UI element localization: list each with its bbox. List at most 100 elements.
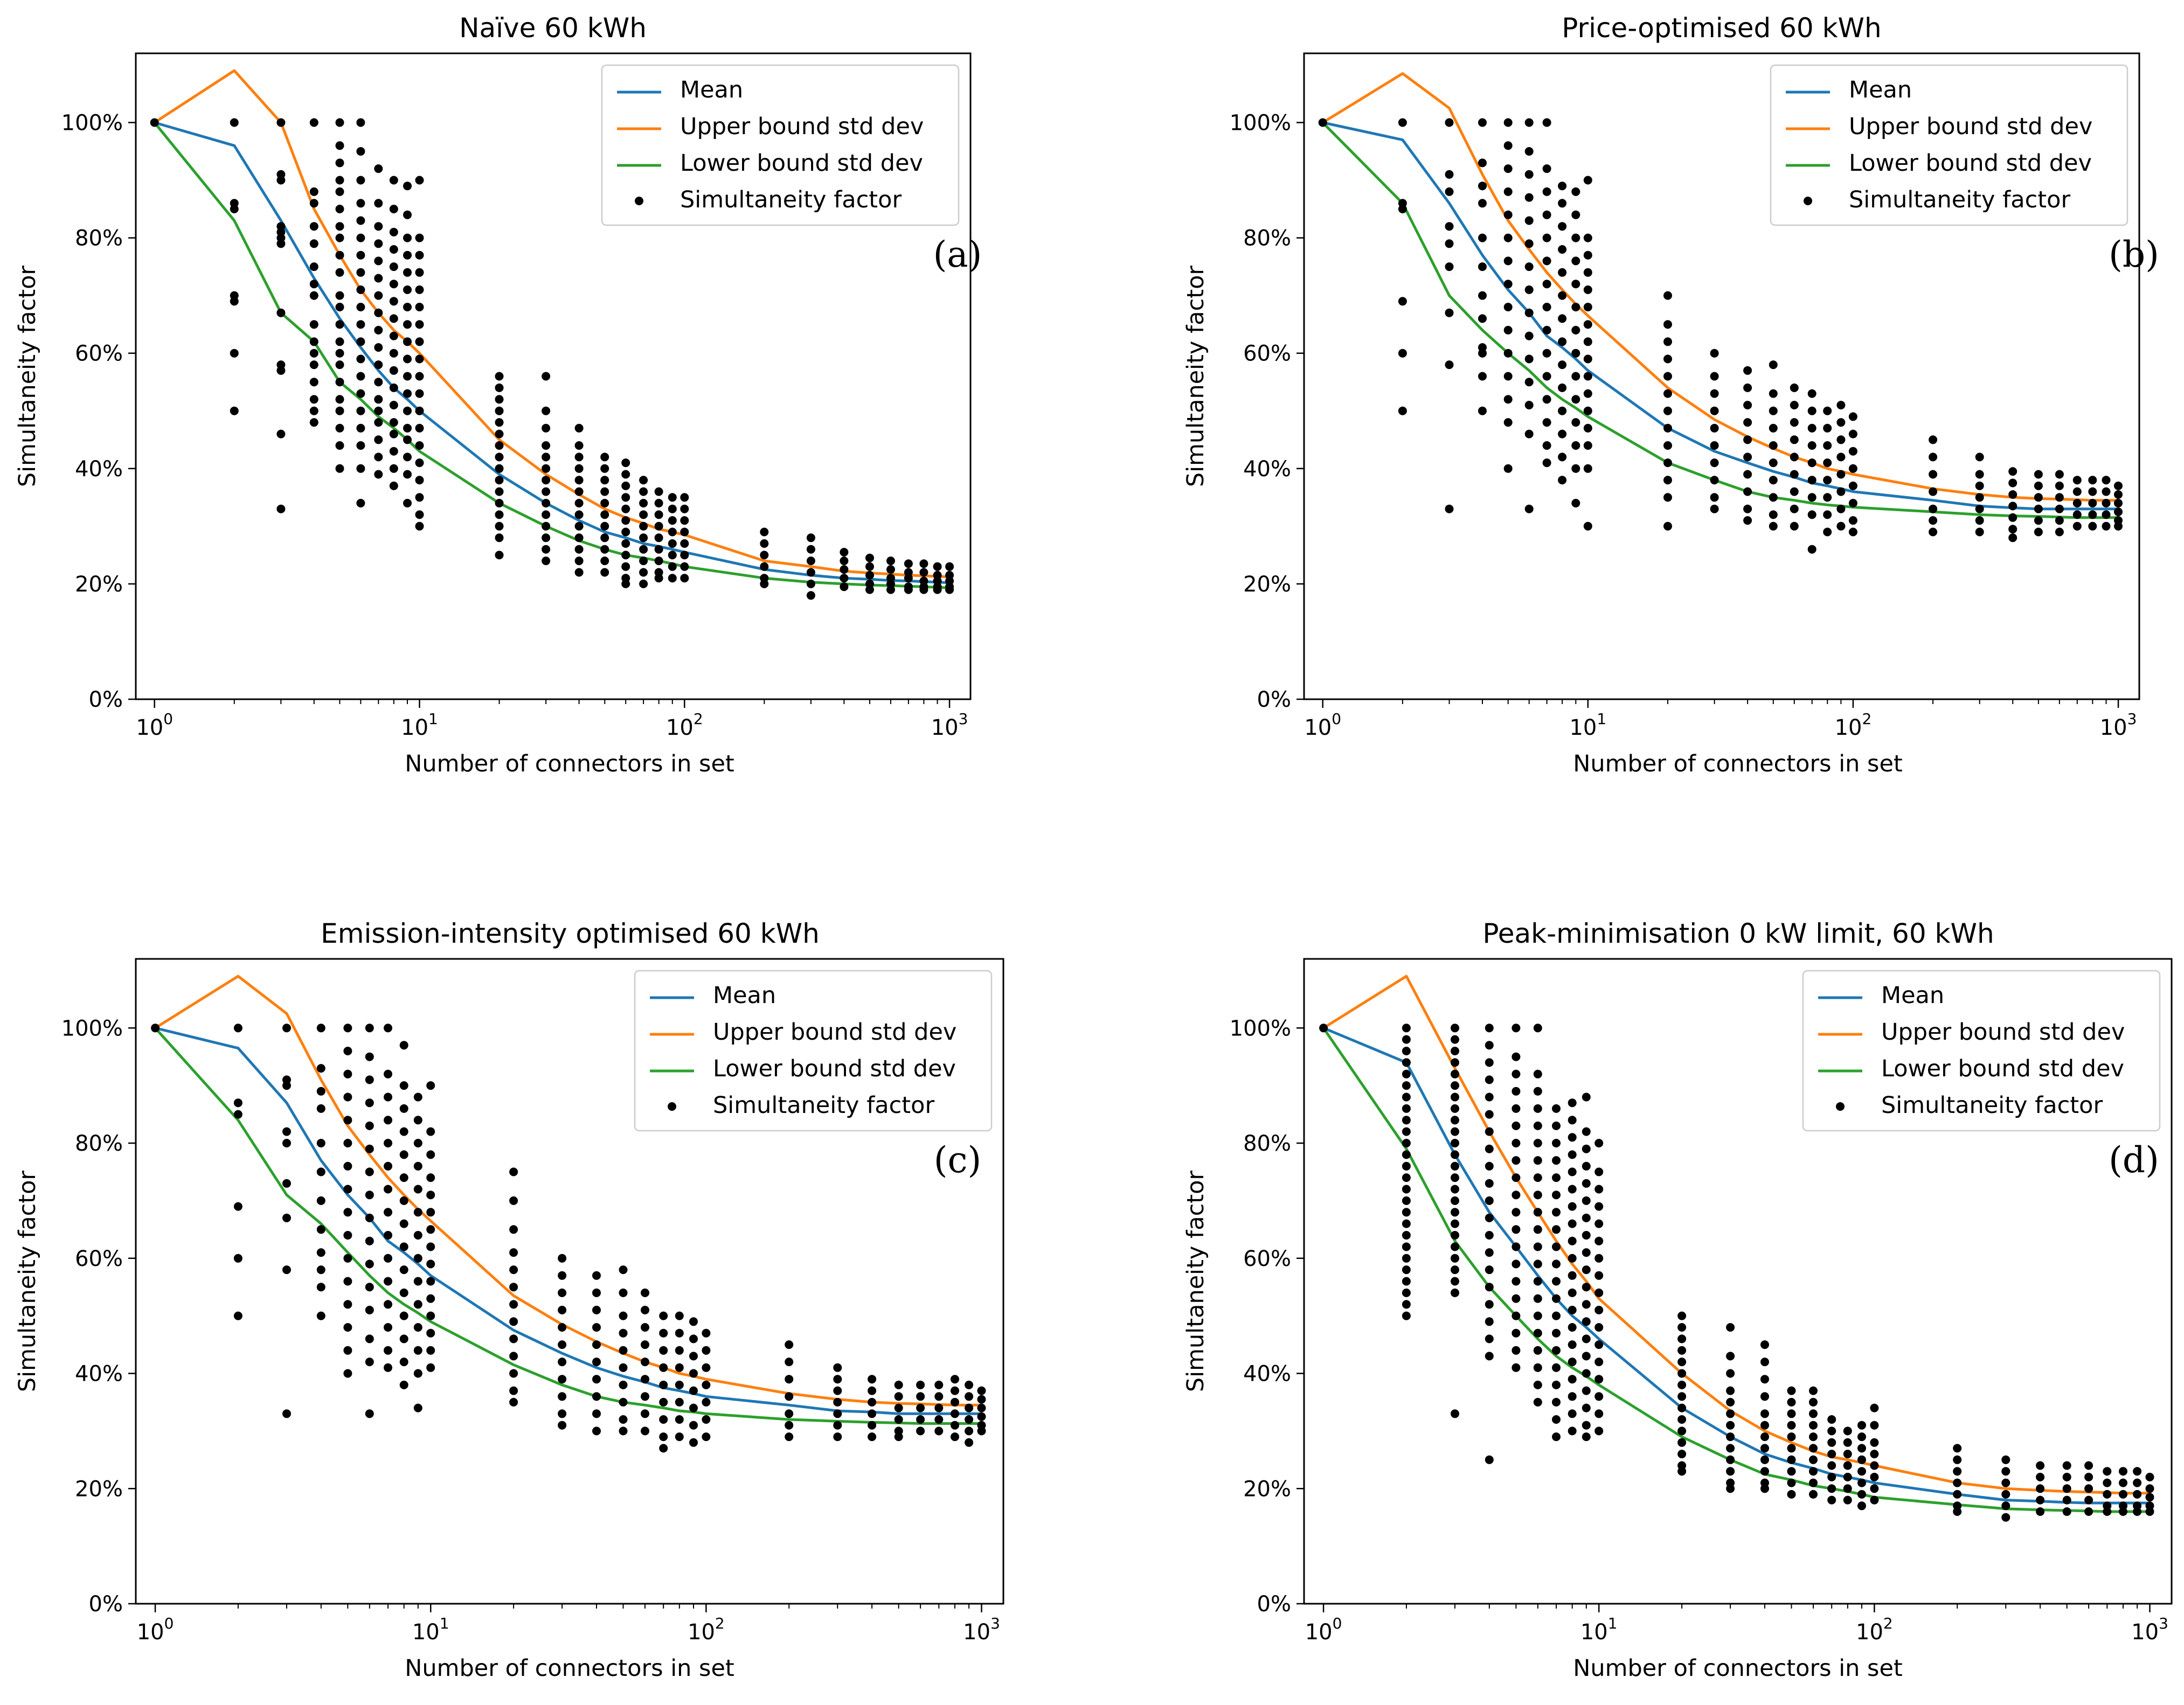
- scatter-point: [374, 453, 383, 462]
- scatter-point: [1445, 118, 1454, 127]
- scatter-point: [1760, 1467, 1769, 1476]
- scatter-point: [389, 314, 398, 323]
- scatter-point: [1594, 1340, 1604, 1349]
- scatter-point: [1533, 1139, 1542, 1147]
- scatter-point: [934, 1426, 944, 1436]
- scatter-point: [343, 1139, 352, 1147]
- scatter-point: [680, 562, 689, 571]
- scatter-point: [654, 556, 663, 566]
- scatter-point: [894, 1415, 903, 1424]
- scatter-point: [2133, 1507, 2142, 1516]
- chart-panel-3: Peak-minimisation 0 kW limit, 60 kWh0%20…: [1182, 918, 2173, 1682]
- scatter-point: [1809, 1421, 1818, 1430]
- scatter-point: [1402, 1288, 1411, 1297]
- scatter-point: [621, 470, 630, 479]
- scatter-point: [389, 464, 398, 473]
- scatter-point: [2119, 1478, 2127, 1487]
- scatter-point: [1929, 435, 1938, 444]
- scatter-point: [1760, 1375, 1769, 1384]
- scatter-point: [1583, 441, 1592, 450]
- scatter-point: [592, 1271, 601, 1280]
- chart-title: Price-optimised 60 kWh: [1562, 12, 1881, 44]
- chart-title: Peak-minimisation 0 kW limit, 60 kWh: [1482, 918, 1994, 949]
- scatter-point: [1583, 303, 1592, 311]
- x-tick-label: 100: [137, 1614, 174, 1645]
- scatter-point: [785, 1432, 794, 1442]
- scatter-point: [365, 1283, 374, 1292]
- scatter-point: [621, 551, 630, 560]
- scatter-point: [574, 510, 584, 519]
- scatter-point: [542, 545, 551, 554]
- scatter-point: [309, 337, 318, 346]
- scatter-point: [403, 303, 412, 311]
- scatter-point: [399, 1196, 408, 1205]
- scatter-point: [574, 476, 584, 485]
- scatter-point: [1594, 1358, 1604, 1367]
- scatter-point: [702, 1432, 711, 1442]
- scatter-point: [374, 406, 383, 415]
- scatter-point: [1787, 1455, 1796, 1464]
- y-tick-label: 60%: [75, 342, 123, 366]
- scatter-point: [1857, 1455, 1866, 1464]
- scatter-point: [356, 406, 365, 415]
- scatter-point: [542, 441, 551, 450]
- scatter-point: [600, 556, 609, 566]
- scatter-point: [276, 170, 286, 179]
- scatter-point: [1402, 1196, 1411, 1205]
- scatter-point: [592, 1392, 601, 1401]
- legend-entry: Upper bound std dev: [1849, 113, 2092, 140]
- scatter-point: [1451, 1185, 1459, 1194]
- scatter-point: [1402, 1116, 1411, 1125]
- scatter-point: [1583, 372, 1592, 381]
- scatter-point: [2102, 499, 2111, 507]
- scatter-point: [1582, 1144, 1591, 1153]
- scatter-point: [426, 1208, 435, 1217]
- scatter-point: [389, 205, 398, 213]
- scatter-point: [1571, 395, 1580, 404]
- x-tick-exponent: 2: [1862, 710, 1871, 728]
- scatter-point: [1571, 372, 1580, 381]
- scatter-point: [785, 1375, 794, 1384]
- scatter-point: [356, 250, 365, 260]
- scatter-point: [413, 1139, 422, 1147]
- scatter-point: [1451, 1081, 1459, 1090]
- scatter-point: [356, 423, 365, 433]
- scatter-point: [806, 568, 815, 577]
- scatter-point: [316, 1196, 325, 1205]
- scatter-point: [1843, 1438, 1852, 1447]
- scatter-point: [1710, 389, 1719, 398]
- scatter-point: [1807, 441, 1816, 450]
- scatter-point: [365, 1213, 374, 1222]
- scatter-point: [1503, 325, 1513, 335]
- scatter-point: [1451, 1116, 1459, 1125]
- scatter-point: [1512, 1363, 1521, 1372]
- scatter-point: [1524, 170, 1534, 179]
- scatter-point: [413, 1403, 422, 1412]
- scatter-point: [309, 395, 318, 404]
- scatter-point: [668, 504, 677, 513]
- scatter-point: [951, 1409, 959, 1418]
- scatter-point: [415, 510, 424, 519]
- scatter-point: [1726, 1455, 1735, 1464]
- scatter-point: [641, 1392, 649, 1401]
- scatter-point: [1594, 1409, 1604, 1418]
- scatter-point: [1663, 337, 1672, 346]
- scatter-point: [680, 527, 689, 537]
- scatter-point: [2133, 1478, 2142, 1487]
- scatter-point: [509, 1317, 518, 1326]
- scatter-point: [542, 533, 551, 542]
- scatter-point: [689, 1421, 698, 1430]
- scatter-point: [1663, 458, 1672, 468]
- legend: Mean Upper bound std dev Lower bound std d…: [1802, 970, 2161, 1132]
- scatter-point: [2088, 476, 2097, 485]
- scatter-point: [1558, 360, 1567, 370]
- scatter-point: [916, 1392, 925, 1401]
- scatter-point: [840, 582, 849, 591]
- y-tick-label: 60%: [1243, 342, 1291, 366]
- scatter-point: [1571, 418, 1580, 427]
- scatter-point: [1402, 1092, 1411, 1102]
- scatter-point: [2102, 510, 2111, 519]
- scatter-point: [1790, 418, 1799, 427]
- scatter-point: [309, 222, 318, 231]
- scatter-point: [1594, 1236, 1604, 1245]
